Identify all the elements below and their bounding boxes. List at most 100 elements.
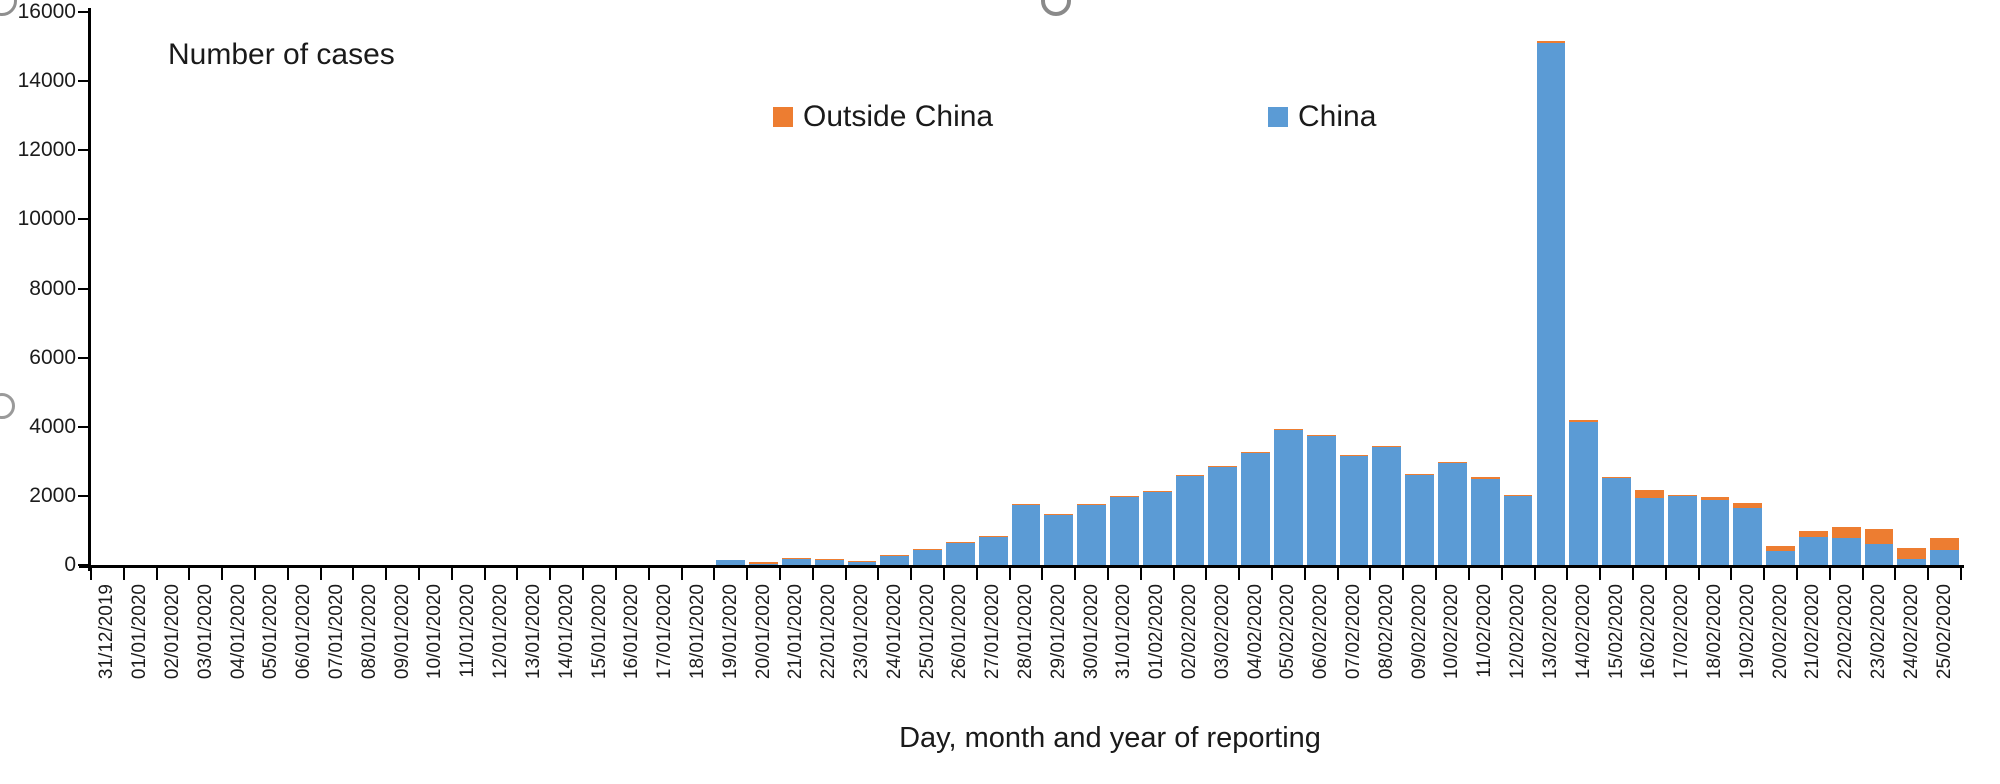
bar-segment-outside-china bbox=[1372, 446, 1402, 447]
x-tick-label: 29/01/2020 bbox=[1047, 584, 1069, 680]
bar-segment-china bbox=[814, 560, 844, 565]
bar-segment-outside-china bbox=[1470, 477, 1500, 479]
bar-segment-china bbox=[1405, 475, 1435, 565]
x-tick-label: 09/01/2020 bbox=[391, 584, 413, 680]
bar-segment-china bbox=[1930, 550, 1959, 565]
y-axis-tick bbox=[78, 11, 89, 13]
x-tick-label: 08/01/2020 bbox=[358, 584, 380, 680]
x-axis-tick bbox=[1041, 568, 1044, 580]
x-tick-label: 01/01/2020 bbox=[129, 584, 151, 680]
bar-segment-outside-china bbox=[781, 558, 811, 559]
x-tick-label: 18/02/2020 bbox=[1703, 584, 1725, 680]
legend-swatch-china bbox=[1268, 107, 1288, 127]
bar-segment-china bbox=[978, 537, 1008, 565]
x-tick-label: 27/01/2020 bbox=[982, 584, 1004, 680]
x-axis-tick bbox=[680, 568, 683, 580]
bar-segment-outside-china bbox=[814, 559, 844, 560]
x-axis-tick bbox=[844, 568, 847, 580]
x-axis-tick bbox=[1172, 568, 1175, 580]
bar-segment-outside-china bbox=[945, 542, 975, 543]
x-tick-label: 04/01/2020 bbox=[227, 584, 249, 680]
x-tick-label: 08/02/2020 bbox=[1375, 584, 1397, 680]
bar-segment-china bbox=[1634, 498, 1664, 565]
x-axis-tick bbox=[614, 568, 617, 580]
x-tick-label: 31/12/2019 bbox=[96, 584, 118, 680]
y-axis-line bbox=[88, 8, 91, 571]
x-axis-tick bbox=[1861, 568, 1864, 580]
bar-segment-china bbox=[1274, 430, 1303, 565]
chart-title: Number of cases bbox=[168, 38, 395, 71]
x-axis-tick bbox=[1730, 568, 1733, 580]
bar-segment-china bbox=[1733, 508, 1763, 565]
bar-segment-outside-china bbox=[1077, 504, 1106, 505]
x-axis-tick bbox=[90, 568, 92, 580]
x-tick-label: 09/02/2020 bbox=[1408, 584, 1430, 680]
bar-segment-china bbox=[1339, 456, 1369, 565]
bar-segment-outside-china bbox=[1831, 527, 1861, 538]
x-tick-label: 06/01/2020 bbox=[293, 584, 315, 680]
bar-segment-outside-china bbox=[847, 561, 877, 562]
x-axis-tick bbox=[1960, 568, 1962, 580]
bar-segment-china bbox=[1077, 505, 1106, 565]
y-axis-tick bbox=[78, 287, 89, 290]
bar-segment-china bbox=[1142, 492, 1172, 565]
x-axis-tick bbox=[910, 568, 913, 580]
x-tick-label: 18/01/2020 bbox=[686, 584, 708, 680]
bar-segment-china bbox=[1897, 559, 1927, 565]
x-tick-label: 02/01/2020 bbox=[162, 584, 184, 680]
x-axis-tick bbox=[1369, 568, 1372, 580]
x-axis-tick bbox=[549, 568, 552, 580]
bar-segment-outside-china bbox=[913, 549, 942, 550]
x-axis-tick bbox=[122, 568, 125, 580]
bar-segment-china bbox=[1175, 476, 1205, 565]
x-axis-tick bbox=[975, 568, 978, 580]
x-tick-label: 12/01/2020 bbox=[490, 584, 512, 680]
bar-segment-china bbox=[1241, 453, 1271, 565]
x-tick-label: 26/01/2020 bbox=[949, 584, 971, 680]
bar-segment-outside-china bbox=[1766, 546, 1795, 551]
x-axis-tick bbox=[1107, 568, 1110, 580]
bar-segment-outside-china bbox=[1208, 466, 1238, 467]
bar-segment-china bbox=[1536, 43, 1566, 565]
bar-segment-outside-china bbox=[1241, 452, 1271, 453]
x-tick-label: 01/02/2020 bbox=[1146, 584, 1168, 680]
x-axis-tick bbox=[1008, 568, 1011, 580]
x-axis-tick bbox=[746, 568, 749, 580]
x-tick-label: 10/02/2020 bbox=[1441, 584, 1463, 680]
y-tick-label: 4000 bbox=[29, 414, 76, 438]
legend-label-outside-china: Outside China bbox=[803, 100, 994, 133]
y-axis-tick bbox=[78, 218, 89, 221]
x-tick-label: 05/02/2020 bbox=[1277, 584, 1299, 680]
x-tick-label: 14/02/2020 bbox=[1572, 584, 1594, 680]
x-axis-tick bbox=[1697, 568, 1700, 580]
bar-segment-china bbox=[1438, 463, 1467, 565]
x-tick-label: 12/02/2020 bbox=[1507, 584, 1529, 680]
bar-segment-china bbox=[1503, 496, 1533, 565]
x-tick-label: 22/01/2020 bbox=[818, 584, 840, 680]
x-axis-tick bbox=[942, 568, 945, 580]
x-axis-tick bbox=[1631, 568, 1634, 580]
x-axis-tick bbox=[516, 568, 519, 580]
x-axis-tick bbox=[1271, 568, 1274, 580]
bar-segment-outside-china bbox=[1274, 429, 1303, 430]
bar-segment-outside-china bbox=[1667, 495, 1697, 496]
x-axis-tick bbox=[1303, 568, 1306, 580]
bar-segment-outside-china bbox=[978, 536, 1008, 537]
bar-segment-outside-china bbox=[1634, 490, 1664, 498]
x-tick-label: 03/01/2020 bbox=[194, 584, 216, 680]
bar-segment-outside-china bbox=[1142, 491, 1172, 492]
bar-segment-outside-china bbox=[1602, 477, 1631, 478]
x-tick-label: 05/01/2020 bbox=[260, 584, 282, 680]
y-tick-label: 6000 bbox=[29, 345, 76, 369]
bar-segment-outside-china bbox=[1405, 474, 1435, 475]
bar-segment-china bbox=[1700, 500, 1730, 565]
bar-segment-china bbox=[1208, 467, 1238, 565]
bar-segment-china bbox=[1667, 496, 1697, 565]
x-axis-tick bbox=[1795, 568, 1798, 580]
bar-segment-china bbox=[781, 559, 811, 565]
watermark-ring-fragment bbox=[1041, 0, 1071, 16]
x-axis-tick bbox=[1074, 568, 1077, 580]
legend-item-outside-china: Outside China bbox=[773, 100, 993, 134]
x-axis-tick bbox=[1763, 568, 1766, 580]
